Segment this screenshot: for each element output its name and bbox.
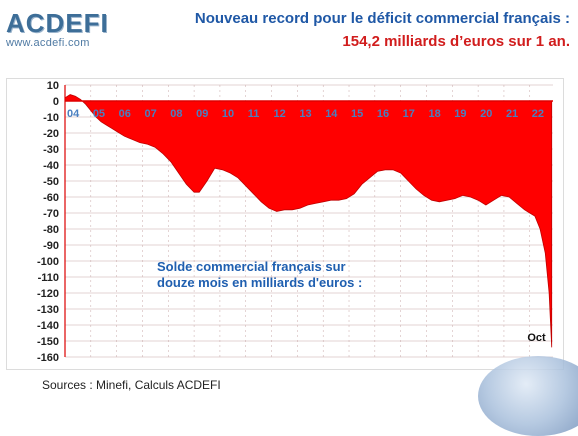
y-tick-label: -20	[43, 128, 59, 140]
x-tick-label: 21	[506, 108, 518, 120]
x-tick-label: 05	[93, 108, 105, 120]
page-title-line1: Nouveau record pour le déficit commercia…	[194, 10, 570, 27]
x-tick-label: 20	[480, 108, 492, 120]
x-tick-label: 15	[351, 108, 363, 120]
x-tick-label: 17	[403, 108, 415, 120]
y-tick-label: -60	[43, 192, 59, 204]
y-tick-label: -100	[37, 256, 59, 268]
y-tick-label: -80	[43, 224, 59, 236]
y-tick-label: 0	[53, 96, 59, 108]
y-tick-label: -150	[37, 336, 59, 348]
globe-decoration	[478, 356, 578, 436]
x-tick-label: 06	[119, 108, 131, 120]
y-tick-label: -50	[43, 176, 59, 188]
x-tick-label: 22	[532, 108, 544, 120]
x-tick-label: 09	[196, 108, 208, 120]
deficit-area	[64, 94, 553, 348]
logo-url: www.acdefi.com	[6, 37, 90, 49]
end-point-label: Oct	[527, 332, 546, 344]
x-tick-label: 12	[274, 108, 286, 120]
y-tick-label: -10	[43, 112, 59, 124]
x-tick-label: 10	[222, 108, 234, 120]
chart-annotation-line: douze mois en milliards d'euros :	[157, 275, 362, 290]
x-tick-label: 16	[377, 108, 389, 120]
header: ACDEFI www.acdefi.com Nouveau record pou…	[0, 0, 578, 72]
chart-annotation-line: Solde commercial français sur	[157, 259, 346, 274]
y-tick-label: -120	[37, 288, 59, 300]
y-tick-label: -70	[43, 208, 59, 220]
y-tick-label: -140	[37, 320, 59, 332]
y-tick-label: -110	[38, 272, 59, 284]
y-tick-label: -160	[37, 352, 59, 364]
logo-text: ACDEFI	[6, 8, 109, 38]
y-tick-label: 10	[47, 80, 59, 92]
x-tick-label: 14	[325, 108, 338, 120]
x-tick-label: 08	[170, 108, 182, 120]
acdefi-logo[interactable]: ACDEFI www.acdefi.com	[6, 8, 109, 49]
page-title-line2: 154,2 milliards d’euros sur 1 an.	[342, 33, 570, 50]
x-tick-label: 13	[299, 108, 311, 120]
y-tick-label: -30	[43, 144, 59, 156]
chart-container: 10 0 -10 -20 -30 -40 -50 -60 -70 -80 -90 -100 -110 -1…	[6, 78, 564, 370]
x-tick-label: 18	[428, 108, 440, 120]
y-tick-label: -90	[43, 240, 59, 252]
y-tick-label: -130	[37, 304, 59, 316]
trade-balance-chart: 10 0 -10 -20 -30 -40 -50 -60 -70 -80 -90 -100 -110 -1…	[37, 80, 553, 364]
x-tick-label: 19	[454, 108, 466, 120]
x-tick-label: 07	[144, 108, 156, 120]
sources-note: Sources : Minefi, Calculs ACDEFI	[42, 378, 221, 392]
x-tick-label: 04	[67, 108, 80, 120]
x-tick-label: 11	[248, 108, 260, 120]
y-tick-label: -40	[43, 160, 59, 172]
